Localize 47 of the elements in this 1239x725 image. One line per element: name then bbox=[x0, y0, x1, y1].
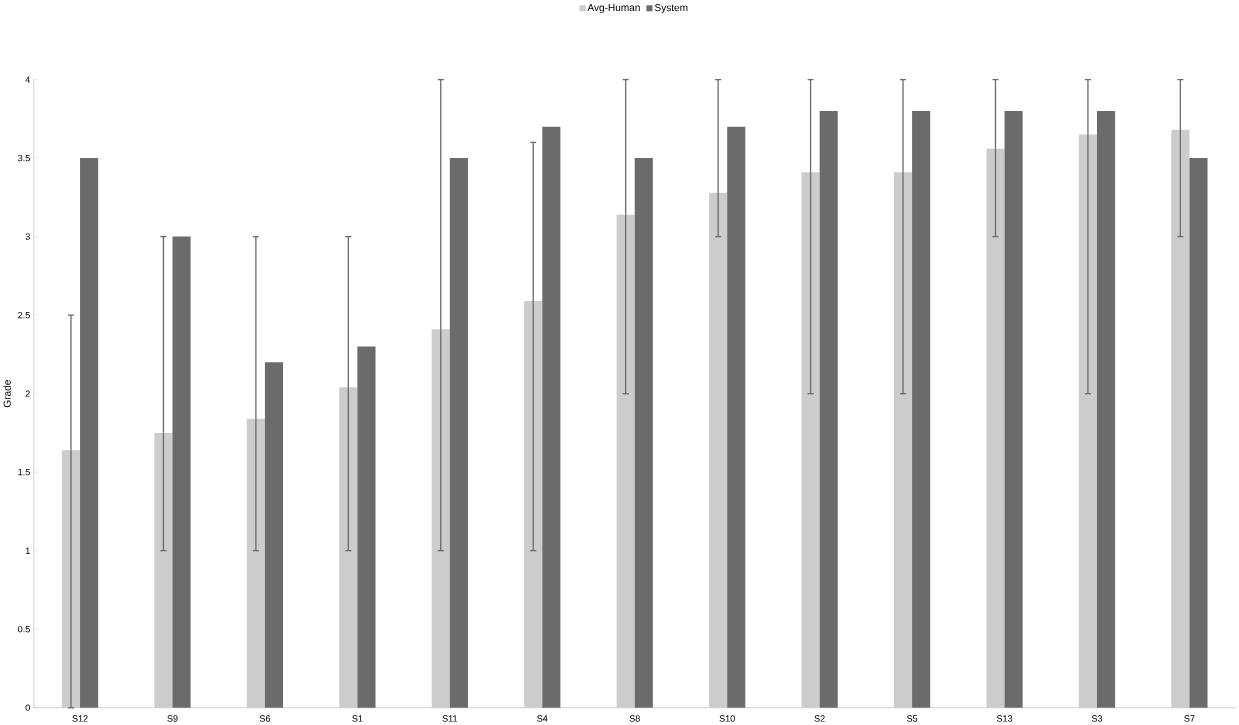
bar bbox=[1078, 134, 1097, 708]
y-axis-title: Grade bbox=[3, 380, 11, 408]
bar bbox=[1171, 129, 1190, 708]
bar bbox=[986, 148, 1005, 708]
y-tick-label: 2 bbox=[25, 390, 30, 397]
x-tick-label: S6 bbox=[259, 715, 271, 722]
x-tick-label: S7 bbox=[1184, 715, 1195, 722]
x-tick-label: S12 bbox=[72, 715, 88, 722]
y-tick-label: 0.5 bbox=[18, 625, 30, 633]
legend-label: Avg-Human bbox=[587, 4, 640, 14]
y-tick-label: 3 bbox=[25, 233, 30, 240]
bar bbox=[264, 362, 284, 708]
bar bbox=[542, 126, 561, 708]
bar bbox=[616, 214, 635, 708]
bar bbox=[357, 346, 376, 708]
bar bbox=[634, 158, 653, 708]
legend-label: System bbox=[654, 4, 688, 14]
x-tick-label: S2 bbox=[814, 715, 825, 722]
y-tick-label: 3.5 bbox=[18, 154, 30, 162]
y-tick-label: 4 bbox=[25, 76, 30, 83]
x-tick-label: S1 bbox=[352, 715, 363, 722]
bar bbox=[80, 158, 99, 708]
bar bbox=[1004, 110, 1023, 708]
x-tick-label: S8 bbox=[629, 715, 640, 722]
y-tick-label: 1.5 bbox=[18, 468, 30, 476]
x-tick-label: S10 bbox=[719, 715, 735, 722]
bar bbox=[172, 236, 191, 708]
bar bbox=[893, 172, 913, 708]
bar bbox=[1096, 110, 1116, 708]
bar bbox=[246, 418, 265, 708]
bar bbox=[154, 432, 173, 708]
bar bbox=[912, 110, 931, 708]
y-tick-label: 2.5 bbox=[18, 311, 30, 319]
bar bbox=[727, 126, 746, 708]
y-tick-label: 1 bbox=[25, 547, 30, 554]
x-tick-label: S4 bbox=[537, 715, 548, 722]
x-tick-label: S9 bbox=[167, 715, 178, 722]
bar bbox=[449, 158, 468, 708]
x-tick-label: S5 bbox=[906, 715, 918, 722]
x-tick-label: S13 bbox=[996, 715, 1013, 722]
bar bbox=[801, 172, 820, 708]
bar bbox=[709, 192, 728, 708]
x-tick-label: S11 bbox=[442, 715, 458, 722]
bar bbox=[819, 110, 838, 708]
bar bbox=[1189, 158, 1208, 708]
y-tick-label: 0 bbox=[25, 704, 30, 711]
x-tick-label: S3 bbox=[1091, 715, 1103, 722]
